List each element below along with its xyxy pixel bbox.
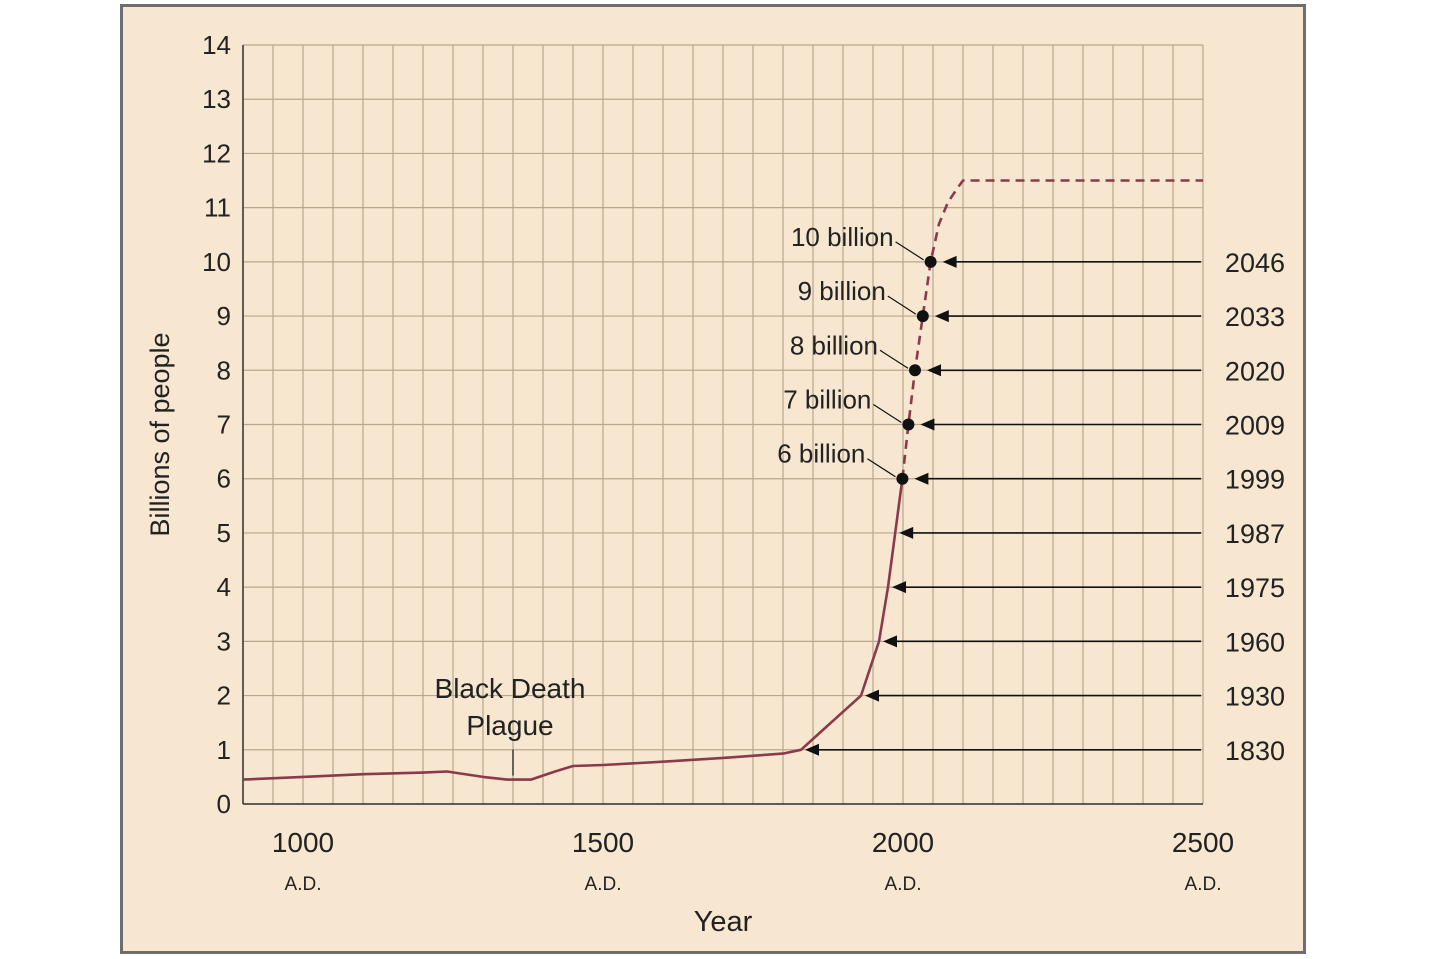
milestone-year-label: 1999 bbox=[1225, 465, 1285, 495]
milestone-dot bbox=[902, 418, 915, 431]
y-tick-label: 0 bbox=[217, 789, 231, 819]
population-line bbox=[242, 478, 904, 781]
y-tick-label: 14 bbox=[202, 30, 231, 60]
milestone-arrowhead bbox=[805, 743, 819, 756]
milestone-arrowhead bbox=[942, 255, 957, 268]
milestone-leader-line bbox=[867, 458, 896, 478]
milestone-arrowhead bbox=[934, 310, 949, 323]
milestone-year-label: 1930 bbox=[1225, 682, 1285, 712]
annotation-text: Plague bbox=[466, 710, 553, 741]
milestone-arrowhead bbox=[914, 472, 929, 485]
milestone-label: 8 billion bbox=[790, 330, 878, 360]
milestone-dot bbox=[909, 364, 921, 377]
milestone-arrowhead bbox=[927, 364, 941, 377]
milestone-dot bbox=[896, 472, 909, 485]
milestone-dot bbox=[916, 310, 929, 323]
x-tick-label: 1000 bbox=[272, 827, 334, 858]
milestone-arrowhead bbox=[920, 418, 935, 431]
x-tick-sublabel: A.D. bbox=[585, 874, 622, 895]
x-axis-label: Year bbox=[694, 906, 753, 938]
milestone-label: 6 billion bbox=[777, 439, 865, 469]
population-chart: 012345678910111213141000A.D.1500A.D.2000… bbox=[145, 30, 1285, 938]
y-tick-label: 1 bbox=[217, 735, 231, 765]
milestone-year-label: 1975 bbox=[1225, 573, 1285, 603]
x-tick-sublabel: A.D. bbox=[1185, 874, 1222, 895]
y-tick-label: 3 bbox=[217, 626, 231, 656]
milestone-arrowhead bbox=[865, 689, 879, 702]
milestones: 1830 1930 1960 1975 1987 1999 6 billion 2009 7 b… bbox=[777, 222, 1285, 766]
milestone-leader-line bbox=[873, 403, 902, 424]
y-tick-label: 5 bbox=[217, 518, 231, 548]
y-tick-label: 9 bbox=[217, 301, 231, 331]
milestone-leader-line bbox=[895, 241, 924, 261]
x-tick-label: 1500 bbox=[572, 827, 634, 858]
milestone-arrowhead bbox=[883, 635, 897, 648]
chart-frame: 0 1 2 3 4 5 6 7 8 9 10 11 12 13 14 1000 A.D. 1500 A.D. 2000… bbox=[120, 4, 1306, 954]
milestone-label: 10 billion bbox=[791, 222, 894, 252]
milestone-label: 9 billion bbox=[798, 276, 886, 306]
milestone-year-label: 2020 bbox=[1225, 356, 1285, 386]
annotations: Black Death Plague bbox=[435, 673, 586, 776]
axes: 012345678910111213141000A.D.1500A.D.2000… bbox=[202, 30, 1234, 895]
x-tick-label: 2000 bbox=[872, 827, 934, 858]
milestone-year-label: 2033 bbox=[1225, 302, 1285, 332]
milestone-year-label: 2046 bbox=[1225, 248, 1285, 278]
y-tick-label: 10 bbox=[202, 247, 231, 277]
y-tick-label: 6 bbox=[217, 464, 231, 494]
milestone-year-label: 1987 bbox=[1225, 519, 1285, 549]
milestone-year-label: 2009 bbox=[1225, 411, 1285, 441]
y-tick-label: 7 bbox=[217, 410, 231, 440]
milestone-label: 7 billion bbox=[783, 385, 871, 415]
y-tick-label: 4 bbox=[217, 572, 231, 602]
milestone-leader-line bbox=[879, 349, 909, 369]
milestone-dot bbox=[924, 255, 937, 268]
y-axis-label: Billions of people bbox=[145, 332, 175, 536]
milestone-year-label: 1960 bbox=[1225, 627, 1285, 657]
x-tick-sublabel: A.D. bbox=[885, 874, 922, 895]
annotation-text: Black Death bbox=[435, 673, 586, 704]
milestone-leader-line bbox=[887, 295, 917, 315]
milestone-arrowhead bbox=[892, 581, 906, 594]
y-tick-label: 8 bbox=[217, 355, 231, 385]
milestone-arrowhead bbox=[899, 526, 914, 539]
y-tick-label: 11 bbox=[204, 193, 231, 223]
x-tick-sublabel: A.D. bbox=[285, 874, 322, 895]
y-tick-label: 13 bbox=[202, 84, 231, 114]
y-tick-label: 2 bbox=[217, 681, 231, 711]
y-tick-label: 12 bbox=[202, 138, 231, 168]
x-tick-label: 2500 bbox=[1172, 827, 1234, 858]
milestone-year-label: 1830 bbox=[1225, 736, 1285, 766]
